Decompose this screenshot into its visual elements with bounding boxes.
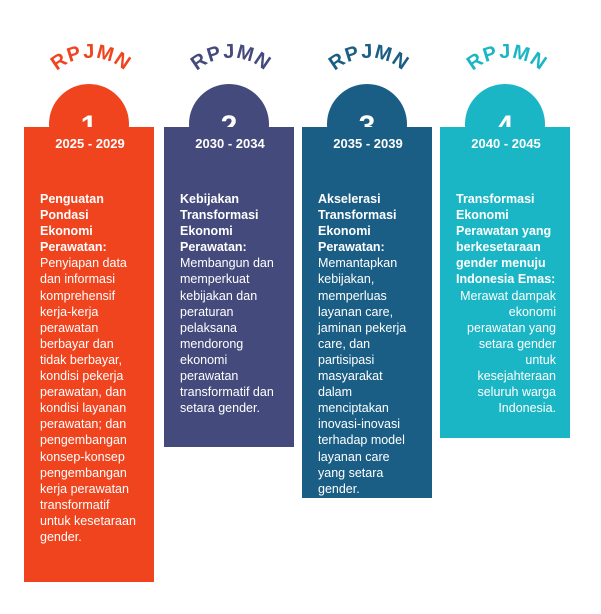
svg-text:RPJMN: RPJMN xyxy=(187,41,275,75)
phase-4-panel: 2040 - 2045 Transformasi Ekonomi Perawat… xyxy=(440,127,570,438)
svg-text:RPJMN: RPJMN xyxy=(325,41,413,75)
phase-3-heading: Akselerasi Transformasi Ekonomi Perawata… xyxy=(318,192,397,255)
phase-3-acronym: RPJMN xyxy=(325,41,413,75)
phase-2-acronym: RPJMN xyxy=(187,41,275,75)
phase-2-description: Membangun dan memperkuat kebijakan dan p… xyxy=(180,256,274,416)
phase-4-acronym: RPJMN xyxy=(463,41,551,75)
phase-card-4: RPJMN 4 2040 - 2045 Transformasi Ekonomi… xyxy=(440,34,570,438)
phase-4-heading: Transformasi Ekonomi Perawatan yang berk… xyxy=(456,192,556,287)
phase-3-panel: 2035 - 2039 Akselerasi Transformasi Ekon… xyxy=(302,127,432,498)
phase-1-description: Penyiapan data dan informasi komprehensi… xyxy=(40,256,136,544)
phase-card-3: RPJMN 3 2035 - 2039 Akselerasi Transform… xyxy=(302,34,432,498)
phase-2-period: 2030 - 2034 xyxy=(195,136,265,151)
phase-1-period: 2025 - 2029 xyxy=(55,136,125,151)
phase-card-1: RPJMN 1 2025 - 2029 Penguatan Pondasi Ek… xyxy=(24,34,154,582)
phase-2-heading: Kebijakan Transformasi Ekonomi Perawatan… xyxy=(180,192,259,255)
phase-1-acronym: RPJMN xyxy=(47,41,135,75)
phase-1-heading: Penguatan Pondasi Ekonomi Perawatan: xyxy=(40,192,107,255)
svg-text:RPJMN: RPJMN xyxy=(463,41,551,75)
phase-3-period: 2035 - 2039 xyxy=(333,136,403,151)
phase-3-description: Memantapkan kebijakan, memperluas layana… xyxy=(318,256,407,496)
phase-2-panel: 2030 - 2034 Kebijakan Transformasi Ekono… xyxy=(164,127,294,447)
phase-card-2: RPJMN 2 2030 - 2034 Kebijakan Transforma… xyxy=(164,34,294,447)
phase-4-description: Merawat dampak ekonomi perawatan yang se… xyxy=(460,288,556,416)
svg-text:RPJMN: RPJMN xyxy=(47,41,135,75)
phase-4-period: 2040 - 2045 xyxy=(471,136,541,151)
phase-1-panel: 2025 - 2029 Penguatan Pondasi Ekonomi Pe… xyxy=(24,127,154,582)
